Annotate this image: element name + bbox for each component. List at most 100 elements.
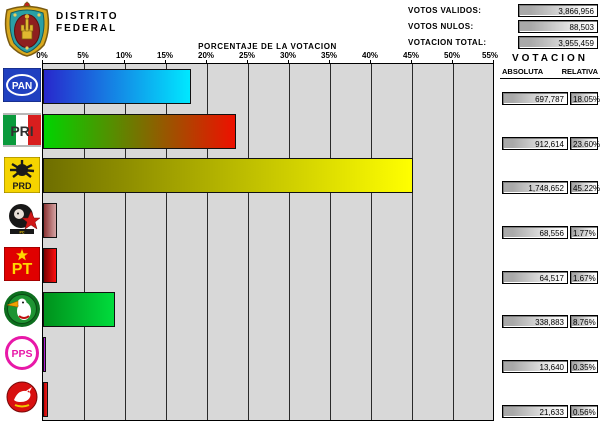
votos-nulos-value: 88,503 bbox=[518, 19, 598, 33]
result-row-pc: 68,556 1.77% bbox=[502, 210, 598, 255]
votacion-total-row: VOTACION TOTAL: 3,955,459 bbox=[408, 34, 598, 50]
pvem-absoluta-value: 338,883 bbox=[502, 315, 568, 329]
axis-tick-10: 10% bbox=[115, 51, 133, 60]
result-row-pt: 64,517 1.67% bbox=[502, 255, 598, 300]
pc-absoluta-value: 68,556 bbox=[502, 225, 568, 239]
chart-title: PORCENTAJE DE LA VOTACION bbox=[198, 42, 337, 51]
mexico-city-coat-of-arms-icon bbox=[4, 1, 50, 57]
axis-tick-40: 40% bbox=[361, 51, 379, 60]
bar-pri bbox=[43, 113, 237, 149]
pvem-logo-icon bbox=[2, 286, 42, 331]
axis-tick-0: 0% bbox=[36, 51, 48, 60]
bar-pan bbox=[43, 68, 191, 104]
result-row-pdm: 21,633 0.56% bbox=[502, 389, 598, 428]
district-title-line1: DISTRITO bbox=[56, 11, 119, 22]
bar-pc bbox=[43, 202, 58, 238]
svg-text:PC: PC bbox=[20, 231, 25, 235]
gridline-45pct bbox=[412, 64, 413, 420]
pvem-relativa-value: 8.76% bbox=[570, 315, 598, 329]
votos-nulos-row: VOTOS NULOS: 88,503 bbox=[408, 18, 598, 34]
svg-text:PT: PT bbox=[12, 261, 33, 278]
gridline-5pct bbox=[84, 64, 85, 420]
pdm-logo-icon bbox=[2, 376, 42, 421]
pps-absoluta-value: 13,640 bbox=[502, 359, 568, 373]
district-title: DISTRITO FEDERAL bbox=[56, 11, 118, 35]
results-rows: 697,787 18.05% 912,614 23.60% 1,748,652 … bbox=[502, 63, 600, 421]
axis-tick-45: 45% bbox=[402, 51, 420, 60]
votacion-total-value: 3,955,459 bbox=[518, 35, 598, 49]
bar-pt bbox=[43, 247, 57, 283]
prd-logo-icon: PRD bbox=[2, 152, 42, 197]
pan-relativa-value: 18.05% bbox=[570, 91, 600, 105]
relativa-column-header: RELATIVA bbox=[561, 67, 598, 76]
pps-relativa-value: 0.35% bbox=[570, 359, 598, 373]
bar-row-pps bbox=[43, 332, 493, 377]
prd-relativa-value: 45.22% bbox=[570, 181, 600, 195]
axis-tick-15: 15% bbox=[156, 51, 174, 60]
bar-chart-plot-area bbox=[42, 63, 494, 421]
pps-logo-icon: PPS bbox=[2, 331, 42, 376]
pri-logo-icon: PRI bbox=[2, 108, 42, 153]
result-row-prd: 1,748,652 45.22% bbox=[502, 165, 600, 210]
axis-tick-30: 30% bbox=[279, 51, 297, 60]
bar-row-pvem bbox=[43, 287, 493, 332]
gridline-40pct bbox=[371, 64, 372, 420]
pan-logo-icon: PAN bbox=[2, 63, 42, 108]
bar-pvem bbox=[43, 292, 115, 328]
bar-row-pt bbox=[43, 243, 493, 288]
votos-validos-label: VOTOS VALIDOS: bbox=[408, 5, 482, 15]
result-row-pri: 912,614 23.60% bbox=[502, 121, 600, 166]
bar-pdm bbox=[43, 381, 48, 417]
pdm-absoluta-value: 21,633 bbox=[502, 404, 568, 418]
gridline-35pct bbox=[330, 64, 331, 420]
prd-absoluta-value: 1,748,652 bbox=[502, 181, 568, 195]
axis-tick-25: 25% bbox=[238, 51, 256, 60]
pan-absoluta-value: 697,787 bbox=[502, 91, 568, 105]
gridline-15pct bbox=[166, 64, 167, 420]
axis-tick-5: 5% bbox=[77, 51, 89, 60]
pt-absoluta-value: 64,517 bbox=[502, 270, 568, 284]
absoluta-column-header: ABSOLUTA bbox=[502, 67, 544, 76]
pri-relativa-value: 23.60% bbox=[570, 136, 600, 150]
pc-relativa-value: 1.77% bbox=[570, 225, 598, 239]
gridline-25pct bbox=[248, 64, 249, 420]
bar-row-pan bbox=[43, 64, 493, 109]
gridline-10pct bbox=[125, 64, 126, 420]
party-logos-column: PAN PRI PRD bbox=[2, 63, 42, 421]
pt-logo-icon: PT bbox=[2, 242, 42, 287]
votos-nulos-label: VOTOS NULOS: bbox=[408, 21, 474, 31]
pri-absoluta-value: 912,614 bbox=[502, 136, 568, 150]
svg-text:PPS: PPS bbox=[11, 348, 32, 360]
bar-row-prd bbox=[43, 153, 493, 198]
bar-prd bbox=[43, 158, 413, 194]
bar-pps bbox=[43, 336, 46, 372]
vote-totals-panel: VOTOS VALIDOS: 3,866,956 VOTOS NULOS: 88… bbox=[408, 2, 598, 50]
bar-row-pdm bbox=[43, 377, 493, 422]
votacion-header: VOTACION ABSOLUTA RELATIVA bbox=[500, 53, 600, 79]
axis-tick-35: 35% bbox=[320, 51, 338, 60]
axis-tick-50: 50% bbox=[443, 51, 461, 60]
bar-row-pc bbox=[43, 198, 493, 243]
result-row-pvem: 338,883 8.76% bbox=[502, 299, 598, 344]
result-row-pan: 697,787 18.05% bbox=[502, 76, 600, 121]
district-title-line2: FEDERAL bbox=[56, 23, 118, 34]
pdm-relativa-value: 0.56% bbox=[570, 404, 598, 418]
gridline-20pct bbox=[207, 64, 208, 420]
axis-tick-marks bbox=[42, 60, 494, 63]
svg-text:PRI: PRI bbox=[10, 123, 33, 139]
votacion-title: VOTACION bbox=[511, 53, 589, 64]
votos-validos-row: VOTOS VALIDOS: 3,866,956 bbox=[408, 2, 598, 18]
result-row-pps: 13,640 0.35% bbox=[502, 344, 598, 389]
pt-relativa-value: 1.67% bbox=[570, 270, 598, 284]
axis-tick-55: 55% bbox=[481, 51, 499, 60]
votacion-column-headers: ABSOLUTA RELATIVA bbox=[500, 64, 600, 79]
gridline-30pct bbox=[289, 64, 290, 420]
svg-text:PRD: PRD bbox=[12, 181, 32, 191]
votos-validos-value: 3,866,956 bbox=[518, 3, 598, 17]
cardenista-logo-icon: PC bbox=[2, 197, 42, 242]
axis-tick-20: 20% bbox=[197, 51, 215, 60]
svg-text:PAN: PAN bbox=[12, 81, 32, 92]
gridline-50pct bbox=[453, 64, 454, 420]
bar-row-pri bbox=[43, 109, 493, 154]
